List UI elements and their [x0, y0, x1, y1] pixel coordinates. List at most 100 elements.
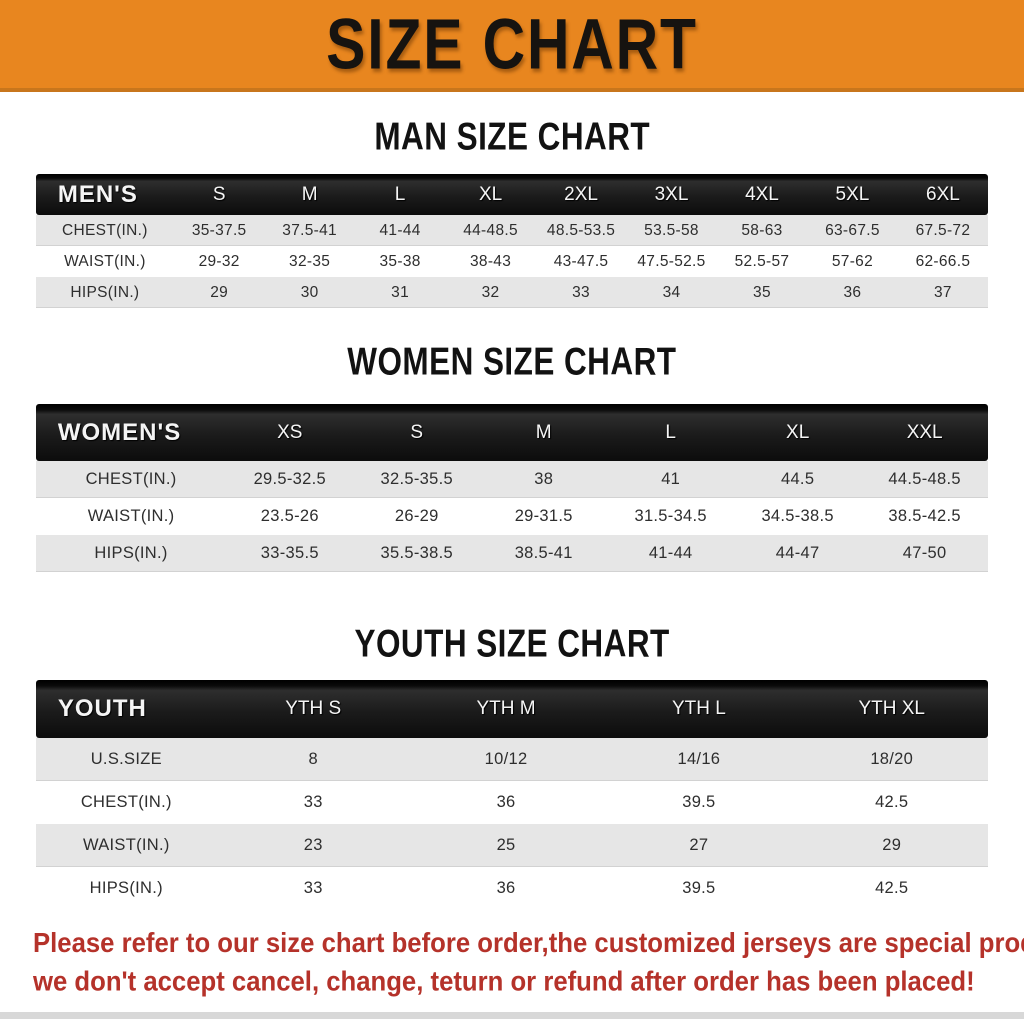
measurement-value-cell: 39.5	[602, 867, 796, 910]
measurement-value-cell: 29-31.5	[480, 498, 608, 535]
measurement-value-cell: 36	[807, 277, 898, 308]
measurement-value-cell: 35-37.5	[173, 215, 265, 246]
measurement-value-cell: 32.5-35.5	[353, 461, 481, 498]
size-header-cell: L	[607, 404, 735, 461]
measurement-value-cell: 38.5-41	[480, 535, 608, 572]
measurement-value-cell: 35	[716, 277, 808, 308]
women-section-heading: WOMEN SIZE CHART	[347, 339, 677, 384]
measurement-value-cell: 35.5-38.5	[353, 535, 481, 572]
youth-size-table: YOUTH YTH S YTH M YTH L YTH XL U.S.SIZE 8 10/12…	[35, 680, 989, 910]
row-label-cell: WAIST(IN.)	[35, 498, 227, 535]
row-label-cell: WAIST(IN.)	[35, 824, 217, 867]
size-header-cell: XL	[734, 404, 862, 461]
size-header-cell: 3XL	[626, 174, 717, 215]
measurement-value-cell: 44-48.5	[445, 215, 536, 246]
table-header-row: MEN'S S M L XL 2XL 3XL 4XL 5XL 6XL	[35, 174, 989, 215]
men-size-table: MEN'S S M L XL 2XL 3XL 4XL 5XL 6XL CHEST(IN.) 35-37…	[35, 174, 989, 308]
measurement-value-cell: 39.5	[602, 781, 796, 824]
measurement-value-cell: 41-44	[607, 535, 735, 572]
measurement-value-cell: 52.5-57	[716, 246, 808, 277]
section-youth: YOUTH SIZE CHART YOUTH YTH S YTH M YTH L YTH…	[0, 621, 1024, 910]
measurement-value-cell: 29	[795, 824, 989, 867]
table-row: U.S.SIZE 8 10/12 14/16 18/20	[35, 738, 989, 781]
men-section-heading: MAN SIZE CHART	[374, 114, 650, 159]
disclaimer-line-1: Please refer to our size chart before or…	[32, 927, 1024, 959]
measurement-value-cell: 36	[409, 781, 603, 824]
size-header-cell: YTH M	[409, 680, 603, 738]
measurement-value-cell: 35-38	[354, 246, 446, 277]
measurement-value-cell: 53.5-58	[626, 215, 717, 246]
measurement-value-cell: 41	[607, 461, 735, 498]
size-header-cell: 6XL	[897, 174, 989, 215]
size-header-cell: XS	[226, 404, 354, 461]
table-header-row: WOMEN'S XS S M L XL XXL	[35, 404, 989, 461]
measurement-value-cell: 33-35.5	[226, 535, 354, 572]
measurement-value-cell: 38	[480, 461, 608, 498]
measurement-value-cell: 27	[602, 824, 796, 867]
measurement-value-cell: 30	[264, 277, 355, 308]
measurement-value-cell: 47.5-52.5	[626, 246, 717, 277]
size-header-cell: XL	[445, 174, 536, 215]
measurement-value-cell: 37	[897, 277, 989, 308]
measurement-value-cell: 41-44	[354, 215, 446, 246]
size-header-cell: S	[353, 404, 481, 461]
measurement-value-cell: 31.5-34.5	[607, 498, 735, 535]
youth-section-heading: YOUTH SIZE CHART	[354, 621, 670, 666]
table-row: HIPS(IN.) 33 36 39.5 42.5	[35, 867, 989, 910]
table-row: CHEST(IN.) 29.5-32.5 32.5-35.5 38 41 44.5 44.5…	[35, 461, 989, 498]
size-header-cell: 4XL	[716, 174, 808, 215]
measurement-value-cell: 43-47.5	[535, 246, 627, 277]
measurement-value-cell: 8	[216, 738, 410, 781]
row-label-cell: HIPS(IN.)	[35, 867, 217, 910]
measurement-value-cell: 32	[445, 277, 536, 308]
table-row: WAIST(IN.) 23.5-26 26-29 29-31.5 31.5-34.5 34…	[35, 498, 989, 535]
banner: SIZE CHART	[0, 0, 1024, 92]
size-header-cell: XXL	[861, 404, 989, 461]
size-header-cell: L	[354, 174, 446, 215]
measurement-value-cell: 58-63	[716, 215, 808, 246]
measurement-value-cell: 67.5-72	[897, 215, 989, 246]
table-row: HIPS(IN.) 33-35.5 35.5-38.5 38.5-41 41-44 44-…	[35, 535, 989, 572]
table-row: CHEST(IN.) 35-37.5 37.5-41 41-44 44-48.5 48.5…	[35, 215, 989, 246]
size-header-cell: M	[264, 174, 355, 215]
section-women: WOMEN SIZE CHART WOMEN'S XS S M L XL XXL CHEST(…	[0, 339, 1024, 572]
measurement-value-cell: 37.5-41	[264, 215, 355, 246]
measurement-value-cell: 34.5-38.5	[734, 498, 862, 535]
measurement-value-cell: 48.5-53.5	[535, 215, 627, 246]
measurement-value-cell: 31	[354, 277, 446, 308]
row-label-cell: WAIST(IN.)	[35, 246, 174, 277]
size-header-cell: 2XL	[535, 174, 627, 215]
table-title-cell: MEN'S	[35, 174, 174, 215]
size-header-cell: YTH L	[602, 680, 796, 738]
measurement-value-cell: 47-50	[861, 535, 989, 572]
measurement-value-cell: 33	[216, 781, 410, 824]
size-header-cell: YTH XL	[795, 680, 989, 738]
size-header-cell: YTH S	[216, 680, 410, 738]
measurement-value-cell: 25	[409, 824, 603, 867]
measurement-value-cell: 63-67.5	[807, 215, 898, 246]
table-title-cell: YOUTH	[35, 680, 217, 738]
measurement-value-cell: 14/16	[602, 738, 796, 781]
table-title-cell: WOMEN'S	[35, 404, 227, 461]
measurement-value-cell: 18/20	[795, 738, 989, 781]
size-header-cell: S	[173, 174, 265, 215]
table-row: WAIST(IN.) 23 25 27 29	[35, 824, 989, 867]
size-header-cell: M	[480, 404, 608, 461]
row-label-cell: HIPS(IN.)	[35, 277, 174, 308]
row-label-cell: U.S.SIZE	[35, 738, 217, 781]
measurement-value-cell: 29.5-32.5	[226, 461, 354, 498]
table-row: HIPS(IN.) 29 30 31 32 33 34 35 36 37	[35, 277, 989, 308]
row-label-cell: HIPS(IN.)	[35, 535, 227, 572]
row-label-cell: CHEST(IN.)	[35, 781, 217, 824]
measurement-value-cell: 33	[216, 867, 410, 910]
measurement-value-cell: 57-62	[807, 246, 898, 277]
table-row: CHEST(IN.) 33 36 39.5 42.5	[35, 781, 989, 824]
page-title: SIZE CHART	[326, 3, 698, 85]
table-row: WAIST(IN.) 29-32 32-35 35-38 38-43 43-47.5 47.…	[35, 246, 989, 277]
measurement-value-cell: 36	[409, 867, 603, 910]
disclaimer-note: Please refer to our size chart before or…	[0, 924, 1024, 1000]
women-size-table: WOMEN'S XS S M L XL XXL CHEST(IN.) 29.5-32.5 32.5…	[35, 404, 989, 572]
row-label-cell: CHEST(IN.)	[35, 215, 174, 246]
disclaimer-line-2: we don't accept cancel, change, teturn o…	[32, 965, 975, 997]
measurement-value-cell: 29-32	[173, 246, 265, 277]
